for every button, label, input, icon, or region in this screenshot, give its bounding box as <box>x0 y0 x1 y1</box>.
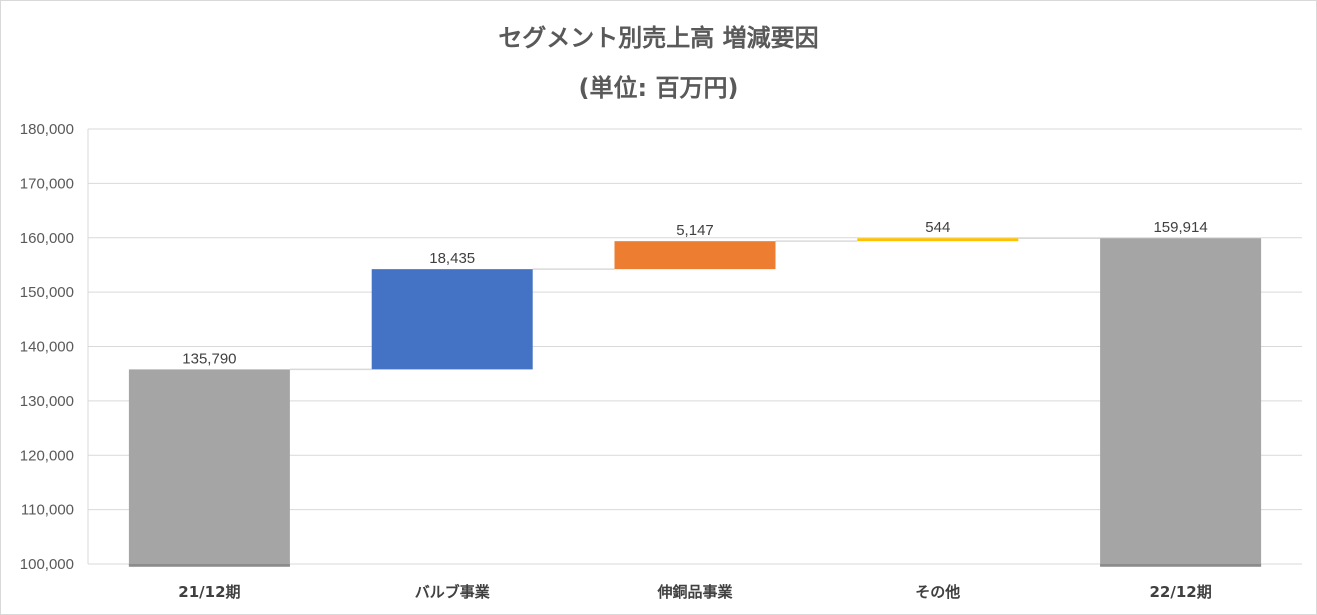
data-label: 159,914 <box>1153 219 1207 236</box>
bar-5 <box>1100 238 1262 567</box>
bar-1 <box>128 369 290 567</box>
data-label: 544 <box>925 219 950 236</box>
y-tick-label: 180,000 <box>20 121 74 138</box>
y-tick-label: 140,000 <box>20 339 74 356</box>
chart-title: セグメント別売上高 増減要因 <box>498 24 819 52</box>
y-tick-label: 100,000 <box>20 556 74 573</box>
data-label: 5,147 <box>676 222 714 239</box>
category-label: 22/12期 <box>1149 583 1211 601</box>
y-tick-label: 130,000 <box>20 393 74 410</box>
y-tick-label: 120,000 <box>20 447 74 464</box>
category-label: 21/12期 <box>178 583 240 601</box>
bar-3 <box>614 241 776 270</box>
category-label: 伸銅品事業 <box>656 583 733 601</box>
y-tick-label: 150,000 <box>20 284 74 301</box>
data-label: 18,435 <box>429 250 475 267</box>
bar-2 <box>371 269 533 370</box>
bar-4 <box>857 238 1019 242</box>
data-label: 135,790 <box>182 350 236 367</box>
y-tick-label: 110,000 <box>21 502 74 519</box>
category-label: バルブ事業 <box>415 583 491 601</box>
y-tick-label: 170,000 <box>20 175 74 192</box>
y-tick-label: 160,000 <box>20 230 74 247</box>
category-label: その他 <box>915 583 960 601</box>
chart-subtitle: (単位: 百万円) <box>578 74 739 102</box>
